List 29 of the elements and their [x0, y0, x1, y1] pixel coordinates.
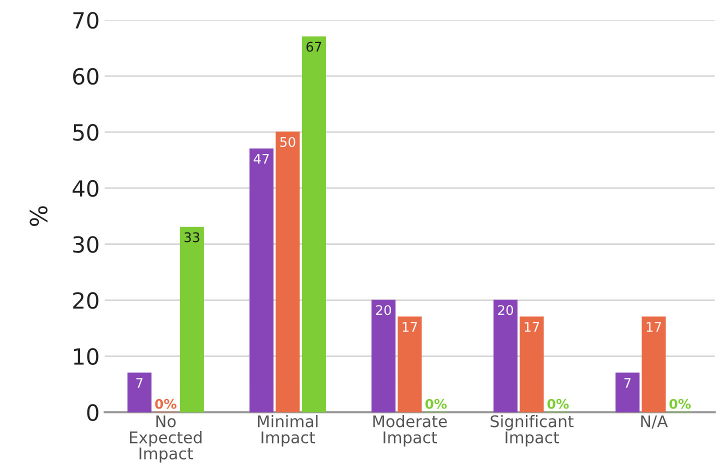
x-tick-label: Minimal Impact	[258, 414, 318, 447]
data-label: 7	[624, 378, 631, 388]
data-label: 47	[254, 154, 269, 164]
data-label: 7	[136, 378, 143, 388]
y-tick-label: 40	[72, 180, 98, 197]
y-tick-label: 10	[74, 348, 98, 365]
data-label: 0%	[669, 398, 691, 409]
x-tick-label: Moderate Impact	[373, 414, 447, 447]
y-axis-title: %	[30, 206, 48, 226]
data-label: 17	[402, 322, 417, 332]
data-label: 33	[184, 232, 200, 242]
y-tick-label: 60	[73, 68, 98, 85]
x-tick-label: No Expected Impact	[130, 415, 202, 463]
data-label: 0%	[425, 398, 447, 409]
y-tick-label: 0	[87, 404, 98, 421]
data-label: 50	[280, 136, 296, 147]
x-tick-label: Significant Impact	[490, 414, 574, 447]
y-tick-label: 50	[73, 124, 98, 141]
data-label: 17	[646, 322, 662, 332]
data-label: 67	[306, 42, 322, 52]
data-label: 20	[376, 305, 392, 316]
y-tick-label: 70	[73, 12, 98, 29]
x-tick-label: N/A	[641, 415, 668, 429]
data-label: 0%	[155, 398, 176, 409]
y-tick-label: 20	[73, 292, 98, 309]
data-label: 20	[498, 305, 514, 316]
data-label: 0%	[547, 398, 569, 409]
data-label: 17	[524, 322, 540, 332]
y-tick-label: 30	[73, 236, 98, 253]
